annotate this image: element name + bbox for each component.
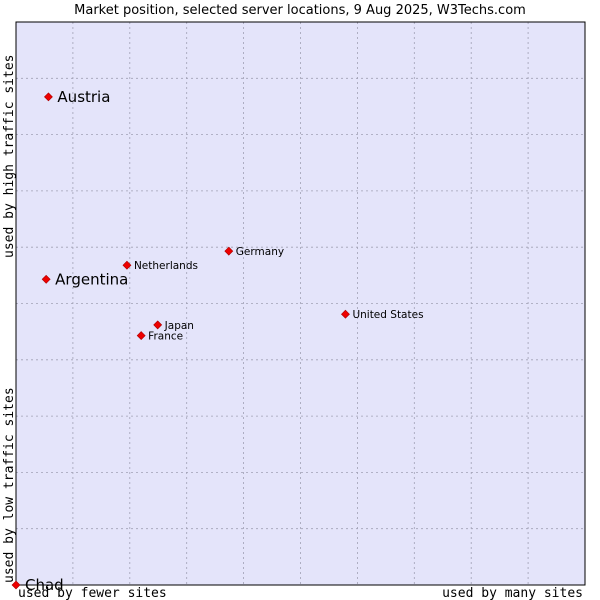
point-marker-austria: [44, 92, 53, 102]
x-axis-label-right: used by many sites: [442, 586, 583, 600]
point-label-netherlands: Netherlands: [134, 260, 198, 272]
y-axis-label-bottom: used by low traffic sites: [2, 387, 17, 583]
grid: [16, 22, 585, 585]
point-label-chad: Chad: [25, 576, 64, 594]
chart-title: Market position, selected server locatio…: [74, 3, 526, 18]
point-label-france: France: [148, 331, 183, 343]
data-points: [11, 92, 350, 590]
point-marker-japan: [153, 320, 163, 330]
point-label-germany: Germany: [236, 246, 284, 258]
point-marker-argentina: [41, 274, 51, 284]
y-axis-label-top: used by high traffic sites: [2, 55, 17, 259]
point-label-austria: Austria: [57, 88, 110, 106]
plot-border: [15, 21, 586, 586]
point-label-united-states: United States: [352, 309, 423, 321]
x-axis-label-left: used by fewer sites: [18, 586, 167, 600]
point-marker-chad: [11, 580, 21, 590]
point-label-japan: Japan: [164, 320, 194, 332]
point-marker-france: [136, 331, 146, 341]
point-label-argentina: Argentina: [55, 270, 128, 288]
point-marker-germany: [224, 246, 234, 256]
point-marker-united-states: [341, 309, 350, 319]
data-labels: Austria Argentina Chad Netherlands Germany Un…: [25, 88, 424, 594]
point-marker-netherlands: [122, 260, 132, 270]
